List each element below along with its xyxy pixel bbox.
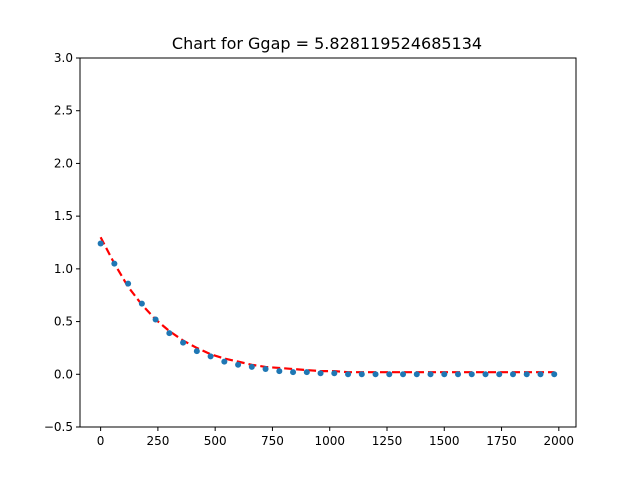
plot-frame: [79, 57, 577, 428]
y-tick-label: 2.0: [54, 156, 73, 170]
data-point: [290, 369, 297, 376]
x-tick-label: 2000: [544, 434, 575, 448]
y-tick-label: 0.0: [54, 367, 73, 381]
x-tick-label: 750: [261, 434, 284, 448]
data-point: [111, 260, 118, 267]
y-tick-label: 1.5: [54, 209, 73, 223]
data-point: [386, 371, 393, 378]
data-point: [207, 353, 214, 360]
x-tick-label: 0: [97, 434, 105, 448]
data-point: [152, 316, 159, 323]
data-point: [235, 361, 242, 368]
data-point: [413, 371, 420, 378]
y-tick-label: 1.0: [54, 262, 73, 276]
data-point: [221, 358, 228, 365]
data-point: [317, 370, 324, 377]
y-tick-label: −0.5: [44, 420, 73, 434]
data-point: [97, 240, 104, 247]
data-point: [537, 371, 544, 378]
x-tick-label: 1750: [486, 434, 517, 448]
data-point: [331, 370, 338, 377]
data-point: [427, 371, 434, 378]
data-point: [345, 371, 352, 378]
data-point: [193, 348, 200, 355]
data-point: [400, 371, 407, 378]
data-point: [441, 371, 448, 378]
chart-title: Chart for Ggap = 5.828119524685134: [172, 34, 482, 53]
data-point: [372, 371, 379, 378]
x-tick-label: 1000: [314, 434, 345, 448]
y-tick-label: 0.5: [54, 315, 73, 329]
data-point: [455, 371, 462, 378]
x-tick-label: 500: [204, 434, 227, 448]
data-point: [276, 368, 283, 375]
data-point: [482, 371, 489, 378]
data-point: [523, 371, 530, 378]
data-point: [125, 280, 132, 287]
data-point: [358, 371, 365, 378]
x-tick-label: 1250: [372, 434, 403, 448]
data-point: [248, 363, 255, 370]
fit-line: [99, 236, 555, 374]
y-tick-label: 3.0: [54, 51, 73, 65]
x-tick-label: 1500: [429, 434, 460, 448]
x-tick-label: 250: [146, 434, 169, 448]
data-point: [303, 369, 310, 376]
data-point: [468, 371, 475, 378]
data-point: [510, 371, 516, 378]
data-point: [262, 366, 269, 373]
data-point: [180, 339, 187, 346]
y-tick-label: 2.5: [54, 104, 73, 118]
data-point: [166, 330, 173, 337]
data-point: [551, 371, 558, 378]
data-point: [138, 300, 145, 307]
data-point: [496, 371, 503, 378]
